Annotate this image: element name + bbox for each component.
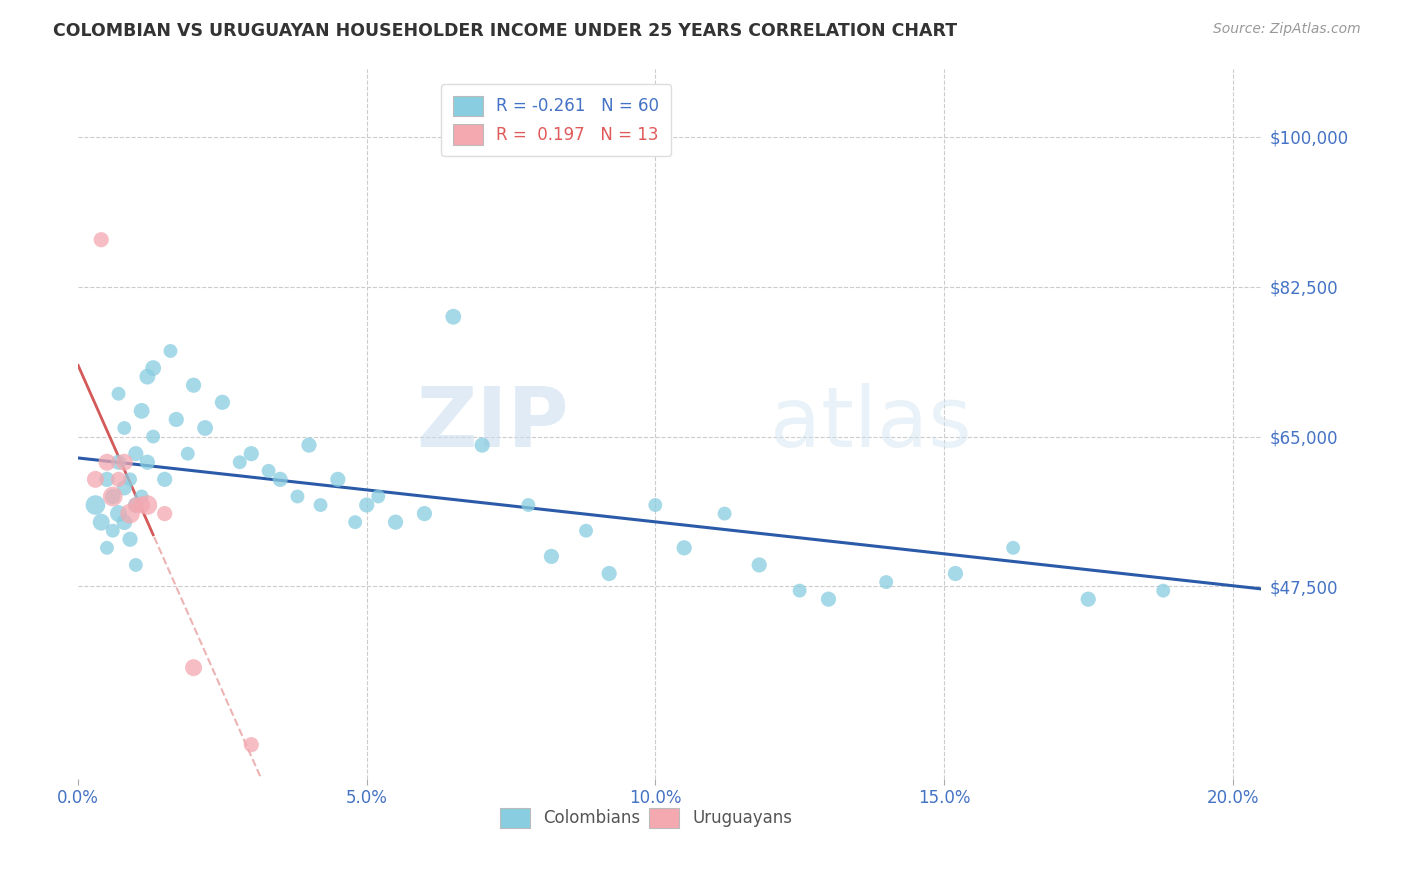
Point (713, 507, 735, 521)
Point (194, 421, 217, 435)
Point (96, 472, 118, 486)
Point (120, 533, 142, 547)
Point (159, 343, 181, 358)
Point (142, 361, 165, 376)
Point (153, 472, 176, 486)
Point (644, 498, 666, 512)
Point (298, 438, 321, 452)
Point (287, 490, 309, 504)
Point (90, 515, 112, 529)
Point (96, 541, 118, 555)
Text: COLOMBIAN VS URUGUAYAN HOUSEHOLDER INCOME UNDER 25 YEARS CORRELATION CHART: COLOMBIAN VS URUGUAYAN HOUSEHOLDER INCOM… (53, 22, 957, 40)
Point (413, 507, 436, 521)
Point (789, 583, 811, 598)
Text: ZIP: ZIP (416, 384, 569, 464)
Point (367, 490, 389, 504)
Legend: Colombians, Uruguayans: Colombians, Uruguayans (494, 801, 799, 835)
Point (517, 498, 540, 512)
Point (540, 549, 562, 564)
Point (240, 447, 263, 461)
Point (131, 404, 153, 418)
Point (1002, 541, 1025, 555)
Point (84, 498, 107, 512)
Point (575, 524, 598, 538)
Point (1077, 592, 1099, 607)
Point (183, 378, 205, 392)
Point (112, 481, 135, 495)
Point (384, 515, 406, 529)
Point (96, 455, 118, 469)
Point (125, 558, 148, 572)
Point (136, 455, 159, 469)
Point (131, 498, 153, 512)
Point (177, 447, 200, 461)
Text: atlas: atlas (770, 384, 972, 464)
Point (356, 498, 378, 512)
Point (131, 490, 153, 504)
Point (269, 472, 291, 486)
Point (112, 455, 135, 469)
Point (101, 524, 124, 538)
Point (107, 472, 129, 486)
Point (125, 447, 148, 461)
Point (125, 498, 148, 512)
Point (875, 575, 897, 590)
Point (101, 490, 124, 504)
Point (120, 472, 142, 486)
Point (120, 507, 142, 521)
Point (1152, 583, 1174, 598)
Point (125, 498, 148, 512)
Point (90, 233, 112, 247)
Point (136, 498, 159, 512)
Point (84, 472, 107, 486)
Point (673, 541, 696, 555)
Point (107, 455, 129, 469)
Text: Source: ZipAtlas.com: Source: ZipAtlas.com (1213, 22, 1361, 37)
Point (817, 592, 839, 607)
Point (748, 558, 770, 572)
Point (112, 421, 135, 435)
Point (142, 429, 165, 443)
Point (107, 386, 129, 401)
Point (240, 738, 263, 752)
Point (441, 310, 464, 324)
Point (471, 438, 494, 452)
Point (326, 472, 349, 486)
Point (136, 369, 159, 384)
Point (309, 498, 332, 512)
Point (165, 412, 187, 426)
Point (153, 507, 176, 521)
Point (598, 566, 620, 581)
Point (945, 566, 967, 581)
Point (107, 507, 129, 521)
Point (112, 515, 135, 529)
Point (183, 660, 205, 674)
Point (101, 490, 124, 504)
Point (229, 455, 252, 469)
Point (257, 464, 280, 478)
Point (344, 515, 367, 529)
Point (211, 395, 233, 409)
